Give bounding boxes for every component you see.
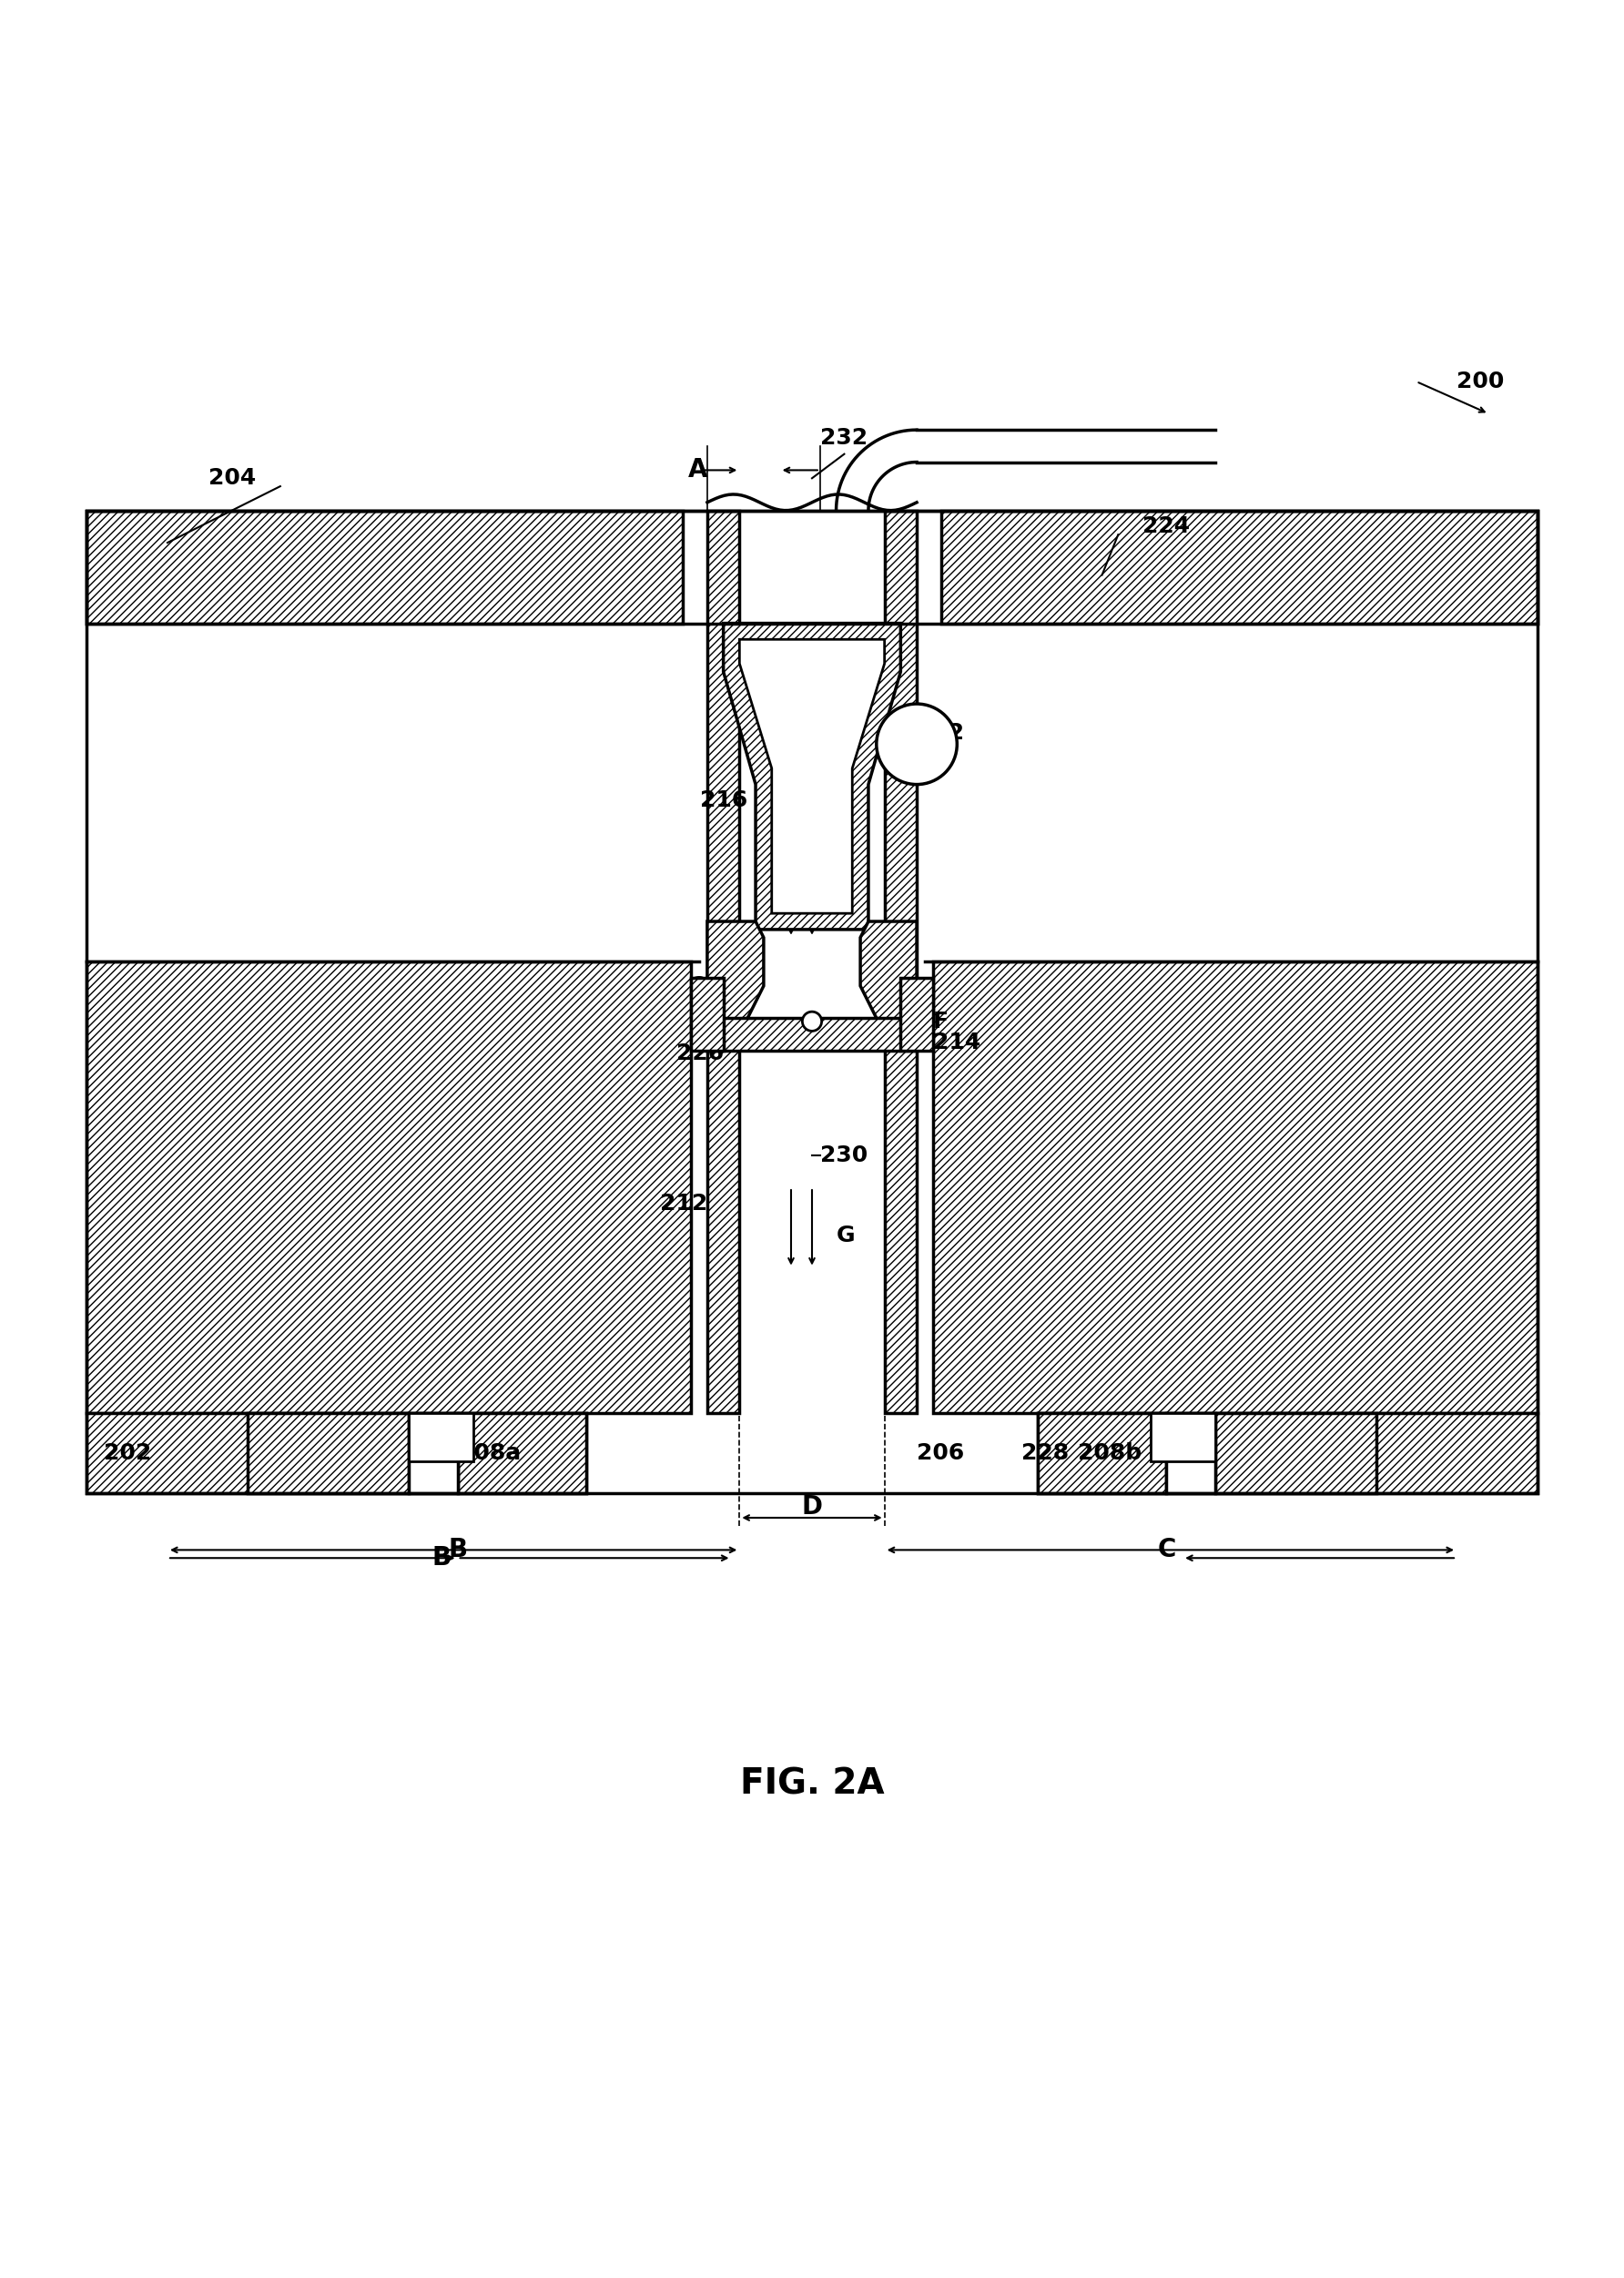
- Polygon shape: [739, 640, 885, 913]
- Polygon shape: [88, 1412, 586, 1494]
- Text: E: E: [836, 861, 851, 884]
- Polygon shape: [1038, 1412, 1166, 1494]
- Text: 224: 224: [1143, 515, 1190, 538]
- Text: B: B: [432, 1544, 451, 1572]
- Text: 216: 216: [700, 790, 747, 811]
- Text: 230: 230: [820, 1144, 867, 1166]
- Polygon shape: [940, 510, 1536, 624]
- Circle shape: [802, 1011, 822, 1032]
- Bar: [88, 510, 1536, 624]
- Text: 204: 204: [208, 467, 255, 490]
- Text: G: G: [836, 1226, 854, 1246]
- Bar: [1150, 1412, 1215, 1460]
- Polygon shape: [1038, 1412, 1536, 1494]
- Polygon shape: [901, 977, 932, 1050]
- Text: 232: 232: [820, 426, 867, 449]
- Text: 210b: 210b: [1223, 1442, 1288, 1465]
- Bar: [1166, 1412, 1215, 1494]
- Polygon shape: [932, 961, 1536, 1412]
- Bar: [88, 510, 1536, 1494]
- Text: 206: 206: [916, 1442, 965, 1465]
- Text: F: F: [932, 1011, 948, 1032]
- Text: 220: 220: [820, 677, 867, 699]
- Polygon shape: [88, 510, 684, 624]
- Polygon shape: [248, 1412, 409, 1494]
- Polygon shape: [861, 920, 916, 1025]
- Bar: [409, 1412, 474, 1460]
- Polygon shape: [708, 510, 739, 1412]
- Text: 228: 228: [1021, 1442, 1069, 1465]
- Polygon shape: [692, 977, 723, 1050]
- Text: 226: 226: [676, 1043, 723, 1064]
- Text: 222: 222: [916, 722, 965, 745]
- Text: C: C: [1158, 1538, 1176, 1563]
- Text: 218: 218: [692, 975, 739, 998]
- Text: B: B: [448, 1538, 468, 1563]
- Text: 214: 214: [932, 1032, 981, 1052]
- Bar: [409, 1412, 458, 1494]
- Text: A: A: [687, 458, 708, 483]
- Polygon shape: [885, 510, 916, 1412]
- Polygon shape: [458, 1412, 586, 1494]
- Polygon shape: [708, 1018, 916, 1050]
- Circle shape: [877, 704, 957, 784]
- Polygon shape: [1215, 1412, 1376, 1494]
- Text: 212: 212: [659, 1194, 708, 1214]
- Text: 208a: 208a: [458, 1442, 521, 1465]
- Text: 210a: 210a: [297, 1442, 361, 1465]
- Text: 202: 202: [104, 1442, 151, 1465]
- Polygon shape: [88, 961, 692, 1412]
- Polygon shape: [723, 624, 901, 929]
- Text: 200: 200: [1457, 371, 1504, 392]
- Polygon shape: [708, 920, 763, 1025]
- Text: D: D: [802, 1494, 822, 1519]
- Text: 208b: 208b: [1078, 1442, 1142, 1465]
- Text: FIG. 2A: FIG. 2A: [741, 1765, 883, 1802]
